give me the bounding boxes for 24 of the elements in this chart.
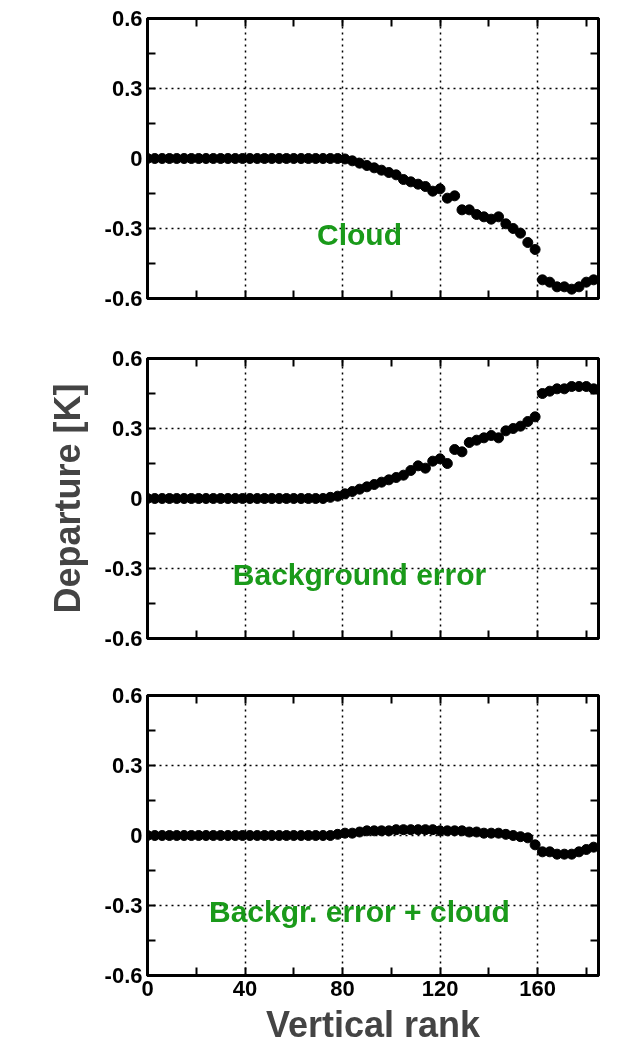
y-tick-label: 0.6 <box>111 683 143 708</box>
y-tick-label: 0 <box>130 486 143 511</box>
y-tick-label: -0.6 <box>104 626 143 651</box>
y-tick-label: 0.3 <box>111 753 143 778</box>
y-tick-label: -0.3 <box>104 216 143 241</box>
annotation: Backgr. error + cloud <box>208 894 510 928</box>
y-tick-label: 0.6 <box>111 346 143 371</box>
y-tick-label: 0 <box>130 823 143 848</box>
y-tick-label: 0.6 <box>111 6 143 31</box>
y-tick-label: 0 <box>130 146 143 171</box>
y-tick-label: -0.3 <box>104 893 143 918</box>
y-tick-label: -0.3 <box>104 556 143 581</box>
x-tick-label: 80 <box>330 975 355 1001</box>
x-tick-label: 160 <box>519 975 556 1001</box>
y-tick-label: 0.3 <box>111 76 143 101</box>
x-tick-label: 40 <box>232 975 258 1001</box>
y-tick-label: -0.6 <box>104 963 143 988</box>
annotation: Cloud <box>316 217 402 251</box>
x-tick-label: 120 <box>421 975 459 1001</box>
y-axis-title: Departure [K] <box>46 383 88 614</box>
annotation: Background error <box>232 557 487 591</box>
y-tick-label: -0.6 <box>104 286 143 311</box>
y-tick-label: 0.3 <box>111 416 143 441</box>
x-axis-title: Vertical rank <box>265 1003 482 1045</box>
